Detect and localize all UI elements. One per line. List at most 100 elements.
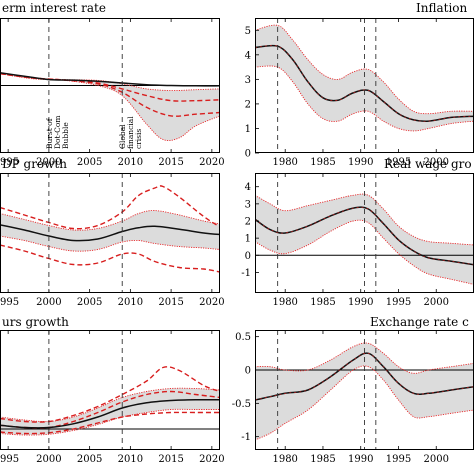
- scenario-line-2: [0, 244, 220, 273]
- y-tick-label: 2: [245, 217, 251, 228]
- panel-title: erm interest rate: [2, 1, 106, 15]
- annotation-line: Global: [118, 124, 127, 149]
- x-tick-label: 1980: [272, 454, 297, 465]
- x-tick-label: 995: [0, 157, 19, 168]
- x-tick-label: 2020: [199, 157, 224, 168]
- y-tick-label: 1: [245, 124, 251, 135]
- band-lower-edge: [255, 65, 474, 132]
- credible-band: [0, 210, 220, 252]
- x-tick-label: 1985: [310, 157, 335, 168]
- plot-area: [255, 330, 474, 450]
- annotation-line: Burst of: [45, 117, 54, 149]
- x-tick-label: 2005: [77, 157, 102, 168]
- band-upper-edge: [255, 342, 474, 374]
- x-tick-label: 1980: [272, 157, 297, 168]
- median-overlay: [255, 206, 474, 265]
- y-tick-label: 4: [245, 182, 251, 193]
- panel-interest: erm interest rate Burst ofDot-ComBubble G…: [0, 1, 225, 168]
- x-tick-label: 2000: [424, 454, 449, 465]
- panel-wage: Real wage gro 1980 1985 1990 1995 2000 -1 0 1 2 3…: [241, 157, 474, 308]
- x-tick-label: 1980: [272, 297, 297, 308]
- panel-title: urs growth: [2, 315, 69, 329]
- credible-band: [255, 194, 474, 285]
- x-tick-label: 2010: [118, 157, 143, 168]
- plot-area: [255, 18, 474, 153]
- x-tick-label: 2005: [77, 454, 102, 465]
- x-tick-label: 995: [0, 297, 19, 308]
- y-tick-label: 0: [245, 366, 251, 377]
- y-tick-label: -1: [241, 432, 251, 443]
- median-overlay: [255, 45, 474, 122]
- panel-title: Real wage gro: [384, 157, 472, 171]
- annotation-line: Bubble: [61, 122, 70, 149]
- axes-frame: [0, 18, 220, 153]
- band-upper-edge: [255, 193, 474, 246]
- x-tick-label: 1985: [310, 454, 335, 465]
- y-tick-label: 0: [245, 251, 251, 262]
- plot-area: [255, 173, 474, 293]
- panel-inflation: Inflation 1980 1985 1990 1995 2000 0 1 2 3 4 5: [245, 1, 474, 168]
- annotation-2: Globalfinancialcrisis: [118, 116, 143, 149]
- credible-band: [0, 73, 220, 141]
- y-tick-label: 5: [245, 26, 251, 37]
- x-tick-label: 2000: [424, 157, 449, 168]
- annotation-1: Burst ofDot-ComBubble: [45, 116, 70, 149]
- annotation-line: crisis: [134, 129, 143, 149]
- band-lower-edge: [0, 73, 220, 142]
- x-tick-label: 1990: [348, 297, 373, 308]
- x-tick-label: 2015: [158, 297, 183, 308]
- y-tick-label: -1: [241, 268, 251, 279]
- y-tick-label: 4: [245, 50, 251, 61]
- panel-title: Exchange rate c: [370, 315, 469, 329]
- x-tick-label: 1995: [386, 297, 411, 308]
- x-tick-label: 2005: [77, 297, 102, 308]
- x-tick-label: 2000: [36, 454, 61, 465]
- panel-hours: urs growth 995 2000 2005 2010 2015 2020: [0, 315, 225, 465]
- x-tick-label: 2000: [424, 297, 449, 308]
- panel-title: DP growth: [2, 157, 67, 171]
- x-tick-label: 2020: [199, 297, 224, 308]
- x-tick-label: 1985: [310, 297, 335, 308]
- scenario-line-1: [0, 185, 220, 230]
- x-tick-label: 1995: [386, 454, 411, 465]
- band-upper-edge: [0, 387, 220, 423]
- plot-area: [0, 330, 220, 450]
- y-tick-label: 1: [245, 234, 251, 245]
- band-lower-edge: [0, 235, 220, 252]
- x-tick-label: 2000: [36, 157, 61, 168]
- x-tick-label: 2000: [36, 297, 61, 308]
- x-tick-label: 2010: [118, 297, 143, 308]
- credible-band: [255, 25, 474, 131]
- y-tick-label: 2: [245, 99, 251, 110]
- y-tick-label: 0: [245, 149, 251, 160]
- panel-exchange: Exchange rate c 1980 1985 1990 1995 2000 -1 -0…: [232, 315, 474, 465]
- band-lower-edge: [255, 365, 474, 441]
- x-tick-label: 2020: [199, 454, 224, 465]
- annotation-line: financial: [126, 116, 135, 149]
- panel-title: Inflation: [416, 1, 468, 15]
- axes-frame: [0, 330, 220, 450]
- median-line: [0, 398, 220, 429]
- plot-area: [0, 18, 220, 153]
- median-overlay: [255, 352, 474, 401]
- y-tick-label: -0.5: [232, 399, 251, 410]
- scenario-line-1: [0, 366, 220, 423]
- x-tick-label: 2010: [118, 454, 143, 465]
- y-tick-label: 0.5: [235, 332, 251, 343]
- y-tick-label: 3: [245, 75, 251, 86]
- x-tick-label: 2015: [158, 454, 183, 465]
- panel-gdp: DP growth 995 2000 2005 2010 2015 2020: [0, 157, 225, 308]
- credible-band: [255, 342, 474, 440]
- x-tick-label: 995: [0, 454, 19, 465]
- x-tick-label: 1990: [348, 157, 373, 168]
- x-tick-label: 1990: [348, 454, 373, 465]
- axes-frame: [0, 173, 220, 293]
- x-tick-label: 1995: [386, 157, 411, 168]
- y-tick-label: 3: [245, 199, 251, 210]
- band-lower-edge: [255, 219, 474, 285]
- scenario-line-2: [0, 411, 220, 435]
- plot-area: [0, 173, 220, 293]
- annotation-line: Dot-Com: [53, 116, 62, 149]
- band-lower-edge: [0, 408, 220, 436]
